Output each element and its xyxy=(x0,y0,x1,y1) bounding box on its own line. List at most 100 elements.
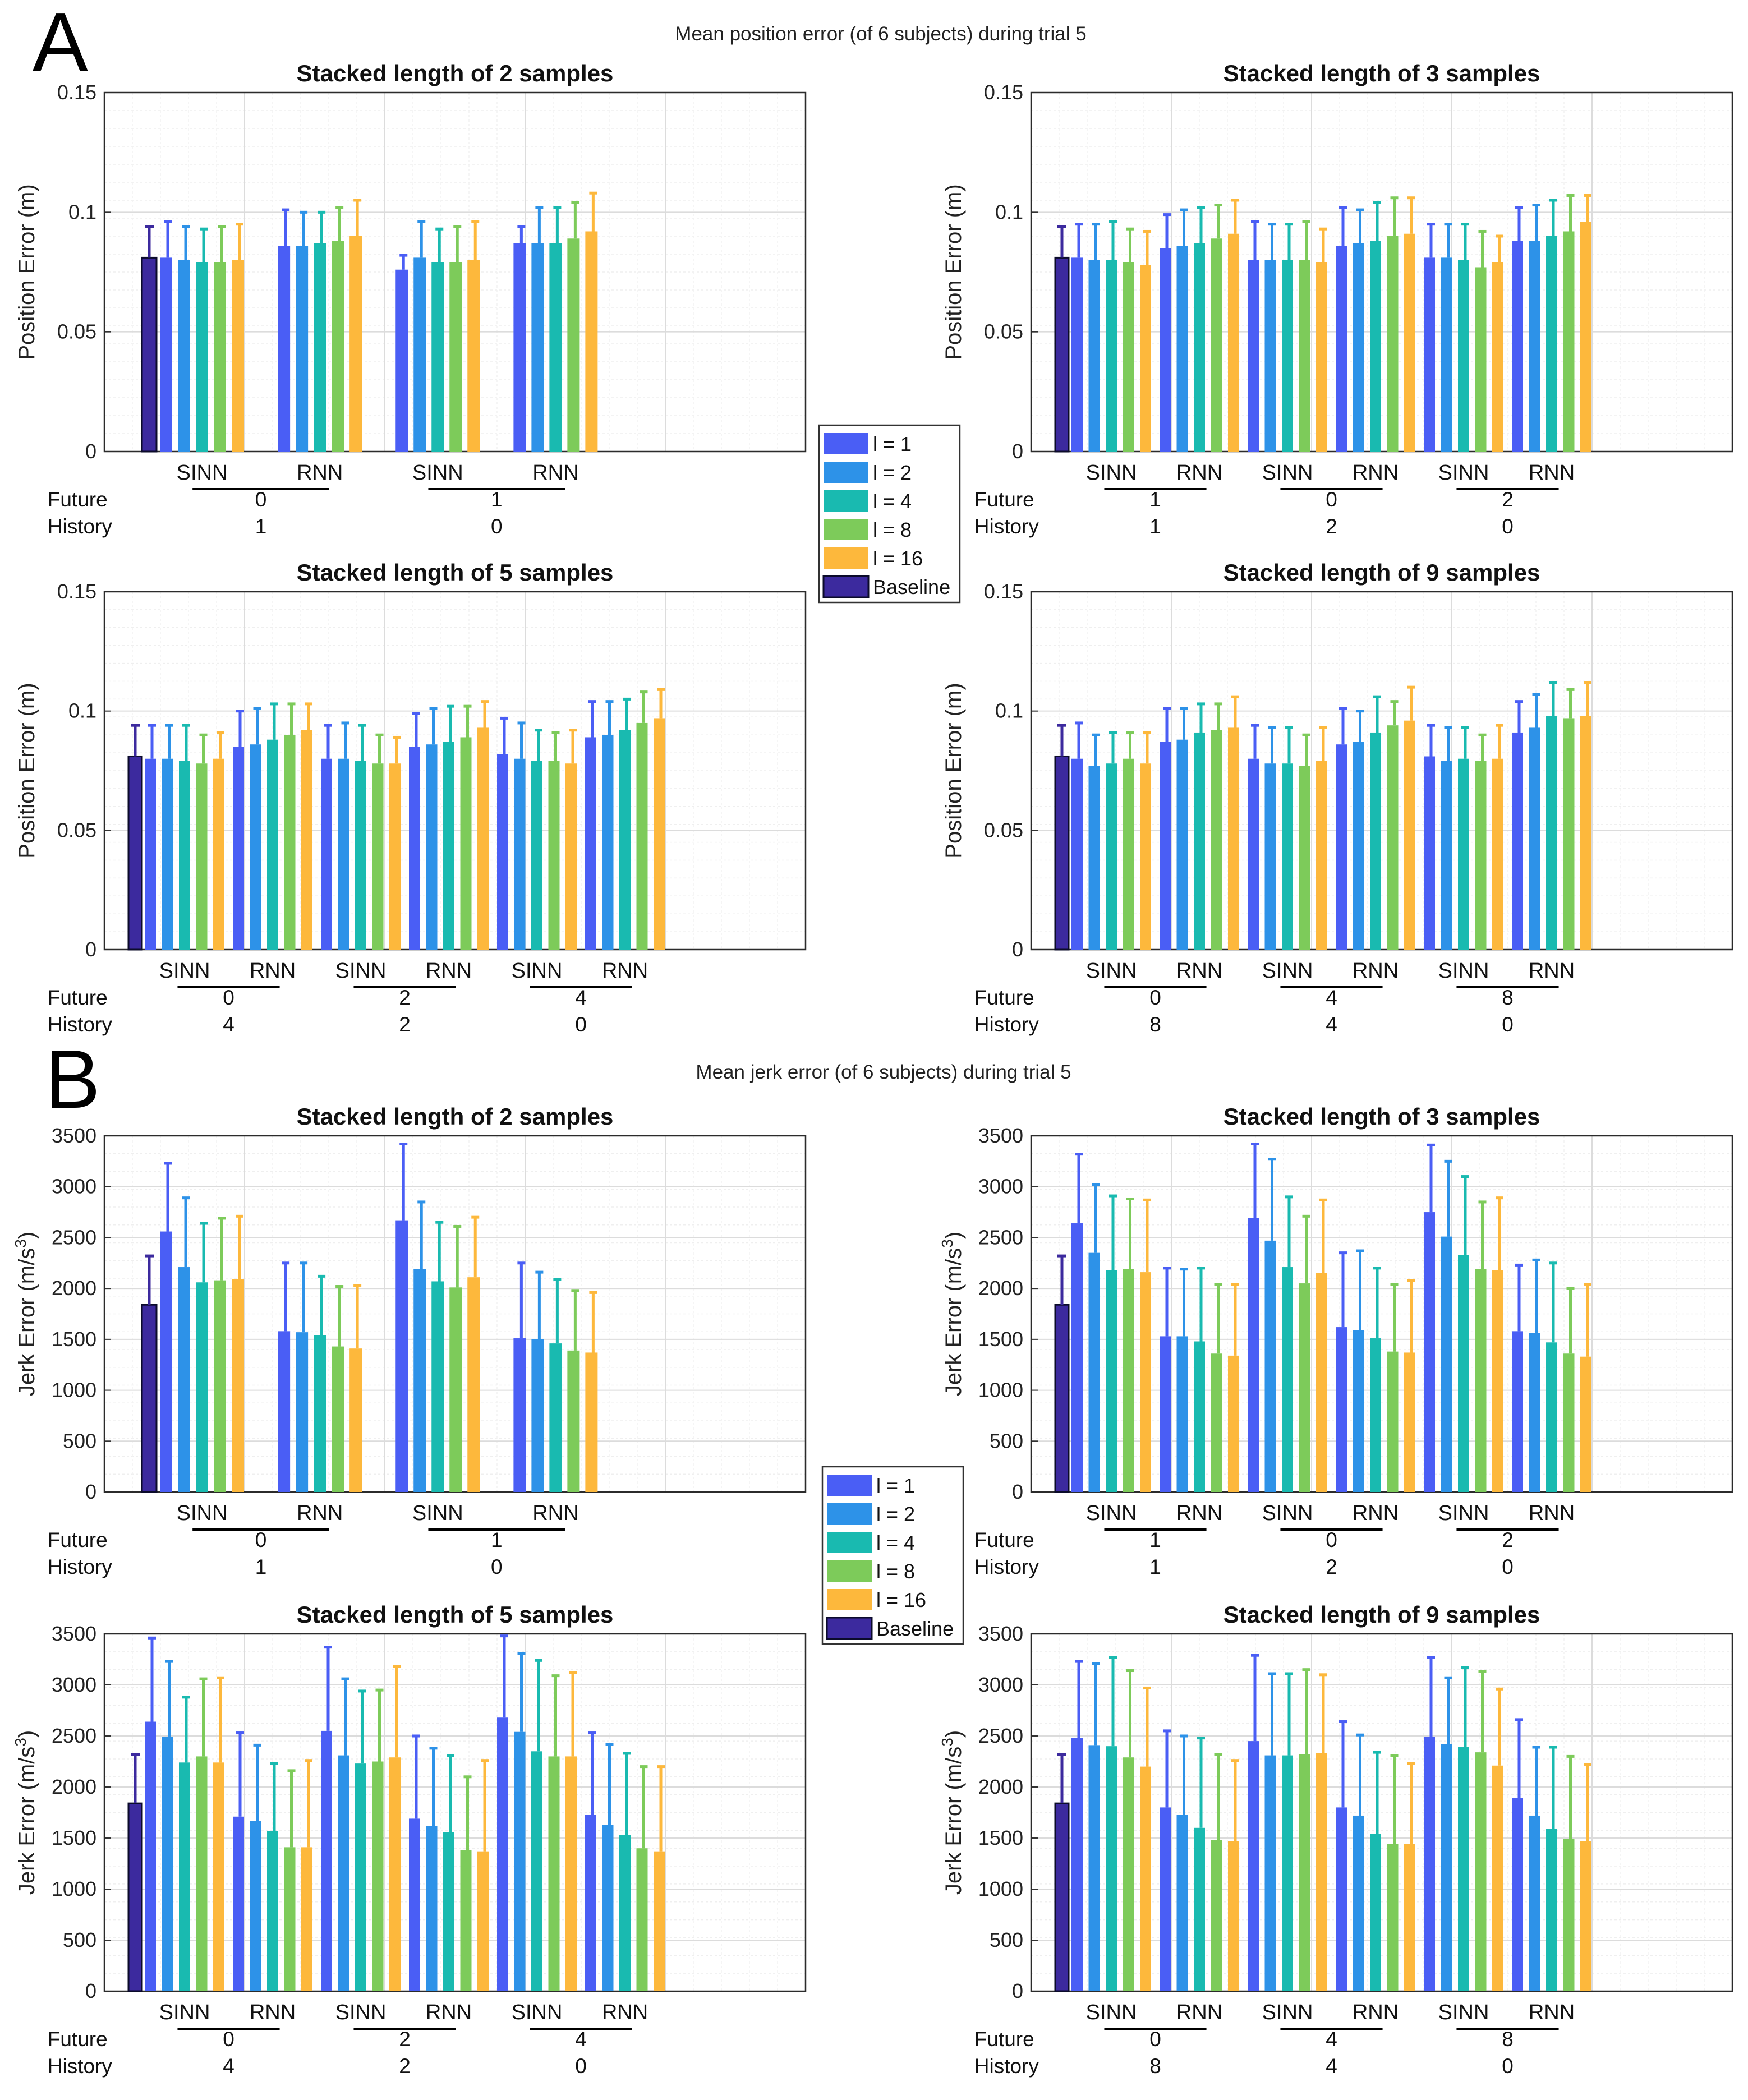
bar-sinn-l2 xyxy=(1458,758,1469,950)
y-tick-label: 1000 xyxy=(52,1379,96,1402)
model-label: SINN xyxy=(177,461,228,485)
bar-rnn-l1 xyxy=(296,1332,309,1492)
model-label: RNN xyxy=(532,461,578,485)
bar-rnn-l0 xyxy=(585,737,596,950)
y-tick-label: 0.05 xyxy=(984,818,1023,841)
model-label: SINN xyxy=(335,2001,387,2024)
bar-rnn-l1 xyxy=(1353,1330,1364,1492)
bar-rnn-l3 xyxy=(1387,725,1399,950)
model-label: SINN xyxy=(159,959,210,983)
bar-sinn-l0 xyxy=(1424,257,1435,452)
bar-rnn-l2 xyxy=(1370,241,1381,452)
bar-rnn-l0 xyxy=(409,747,420,950)
y-tick-label: 0.1 xyxy=(68,200,96,223)
config-future-value: 8 xyxy=(1502,2028,1514,2051)
baseline-bar xyxy=(1054,1304,1070,1493)
axes-frame xyxy=(1030,91,1733,453)
chart-title: Stacked length of 9 samples xyxy=(1223,1601,1540,1628)
bar-sinn-l3 xyxy=(372,763,384,950)
legend-label: l = 2 xyxy=(876,1503,915,1526)
legend-label: Baseline xyxy=(876,1617,954,1640)
model-label: RNN xyxy=(1529,1502,1575,1525)
baseline-bar xyxy=(1054,755,1070,951)
legend-label: l = 8 xyxy=(873,518,912,541)
y-axis-label: Jerk Error (m/s3) xyxy=(12,1232,40,1396)
bar-rnn-l4 xyxy=(349,1348,362,1492)
bar-rnn-l3 xyxy=(1211,730,1222,950)
bar-sinn-l3 xyxy=(196,1756,208,1991)
y-tick-label: 0.1 xyxy=(995,699,1023,722)
config-history-value: 1 xyxy=(255,1555,267,1578)
chart-title: Stacked length of 9 samples xyxy=(1223,559,1540,586)
row-label-future: Future xyxy=(974,1528,1034,1551)
config-history-value: 0 xyxy=(491,1555,503,1578)
model-label: SINN xyxy=(1086,461,1137,485)
legend-swatch xyxy=(824,519,868,540)
bar-sinn-l3 xyxy=(1299,260,1310,452)
bar-sinn-l1 xyxy=(1264,1240,1276,1492)
bar-sinn-l1 xyxy=(1088,1252,1100,1492)
y-axis-label: Position Error (m) xyxy=(15,683,39,858)
bar-sinn-l3 xyxy=(449,1287,462,1492)
row-label-history: History xyxy=(48,1555,113,1578)
bar-rnn-l4 xyxy=(1228,1841,1239,1991)
bar-rnn-l0 xyxy=(1336,246,1347,452)
bar-rnn-l1 xyxy=(602,1825,614,1991)
bar-sinn-l2 xyxy=(1282,1267,1293,1492)
legend-swatch xyxy=(824,490,868,512)
model-label: SINN xyxy=(1086,2001,1137,2024)
y-tick-label: 3000 xyxy=(978,1175,1023,1198)
y-tick-label: 2000 xyxy=(52,1277,96,1300)
bar-rnn-l0 xyxy=(1512,1331,1523,1492)
legend-label: l = 1 xyxy=(873,432,912,455)
config-future-value: 4 xyxy=(1326,2028,1337,2051)
config-future-value: 2 xyxy=(1502,1528,1514,1551)
config-history-value: 4 xyxy=(223,2055,234,2078)
bar-rnn-l1 xyxy=(250,744,261,950)
y-tick-label: 3000 xyxy=(52,1673,96,1696)
bar-rnn-l1 xyxy=(602,735,614,950)
y-tick-label: 0 xyxy=(85,1480,96,1503)
model-label: SINN xyxy=(1262,461,1313,485)
row-label-future: Future xyxy=(48,1528,108,1551)
bar-rnn-l3 xyxy=(1563,1839,1575,1991)
bar-rnn-l0 xyxy=(1336,1807,1347,1991)
bar-rnn-l3 xyxy=(332,241,344,452)
legend-label: l = 1 xyxy=(876,1474,915,1497)
bar-sinn-l2 xyxy=(1282,1755,1293,1991)
bar-sinn-l1 xyxy=(1088,1745,1100,1991)
model-label: RNN xyxy=(297,461,343,485)
bar-sinn-l4 xyxy=(1140,763,1151,950)
bar-sinn-l4 xyxy=(467,1277,480,1492)
bar-rnn-l2 xyxy=(549,243,562,452)
bar-rnn-l0 xyxy=(1160,1807,1171,1991)
bar-sinn-l0 xyxy=(145,1721,156,1991)
bar-rnn-l2 xyxy=(1370,1834,1381,1991)
row-label-future: Future xyxy=(48,2028,108,2051)
y-tick-label: 0.1 xyxy=(995,200,1023,223)
config-history-value: 2 xyxy=(1326,515,1337,538)
config-history-value: 0 xyxy=(1502,515,1514,538)
model-label: RNN xyxy=(426,959,472,983)
y-tick-label: 1500 xyxy=(52,1328,96,1351)
bar-rnn-l0 xyxy=(1160,1336,1171,1492)
bar-sinn-l4 xyxy=(213,1762,224,1991)
y-axis-label: Jerk Error (m/s3) xyxy=(939,1232,967,1396)
bar-sinn-l2 xyxy=(1282,763,1293,950)
axes-frame xyxy=(1030,591,1733,951)
bar-sinn-l0 xyxy=(160,1231,172,1492)
bar-sinn-l0 xyxy=(497,754,508,950)
y-tick-label: 0.15 xyxy=(984,81,1023,104)
y-tick-label: 2000 xyxy=(978,1277,1023,1300)
model-label: RNN xyxy=(1176,461,1222,485)
bar-rnn-l0 xyxy=(233,1816,244,1991)
bar-sinn-l3 xyxy=(1123,1757,1134,1991)
model-label: SINN xyxy=(177,1502,228,1525)
row-label-history: History xyxy=(974,1013,1039,1036)
bar-rnn-l4 xyxy=(1580,1356,1591,1492)
bar-sinn-l4 xyxy=(565,763,577,950)
bar-sinn-l3 xyxy=(214,262,226,452)
bar-rnn-l1 xyxy=(1529,1815,1540,1991)
model-label: RNN xyxy=(1176,1502,1222,1525)
model-label: SINN xyxy=(335,959,387,983)
